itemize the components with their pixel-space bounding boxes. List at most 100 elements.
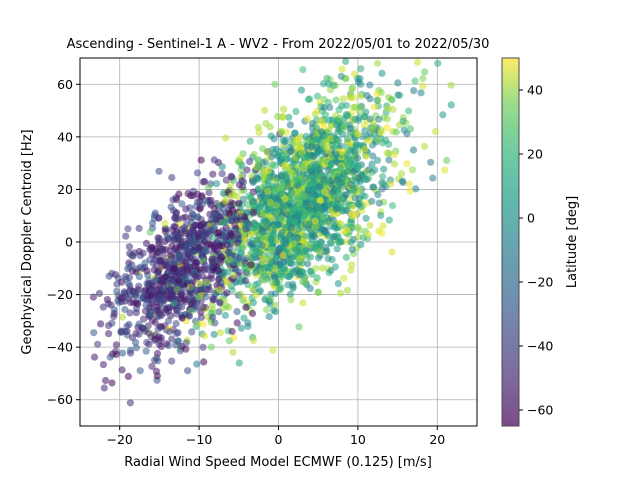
scatter-point <box>308 137 316 145</box>
scatter-point <box>121 305 129 314</box>
scatter-point <box>406 187 414 195</box>
scatter-point <box>354 223 362 231</box>
scatter-point <box>122 232 130 240</box>
scatter-point <box>256 248 264 257</box>
scatter-point <box>154 234 162 242</box>
scatter-point <box>164 304 172 312</box>
scatter-point <box>244 219 252 227</box>
scatter-point <box>191 272 200 280</box>
scatter-point <box>324 166 332 174</box>
scatter-point <box>405 180 413 188</box>
scatter-point <box>233 308 241 316</box>
scatter-point <box>99 303 107 311</box>
scatter-point <box>252 291 260 299</box>
scatter-point <box>188 328 196 336</box>
scatter-point <box>313 239 321 247</box>
scatter-point <box>211 319 219 327</box>
scatter-point <box>357 241 365 249</box>
scatter-point <box>135 273 143 281</box>
scatter-point <box>378 229 386 237</box>
colorbar: −60 −40 −20 0 20 40 Latitude [deg] <box>501 57 580 427</box>
scatter-point <box>370 103 378 111</box>
scatter-point <box>207 201 215 209</box>
scatter-point <box>349 167 357 176</box>
scatter-point <box>170 223 178 231</box>
scatter-point <box>198 272 207 280</box>
scatter-point <box>247 261 255 269</box>
scatter-point <box>241 235 249 243</box>
scatter-point <box>279 112 287 120</box>
scatter-point <box>262 306 271 314</box>
scatter-point <box>172 329 181 337</box>
scatter-point <box>362 152 370 160</box>
scatter-point <box>135 224 143 232</box>
scatter-point <box>295 211 303 219</box>
scatter-point <box>221 134 230 142</box>
scatter-point <box>378 185 386 193</box>
scatter-point <box>392 128 400 136</box>
scatter-point <box>237 290 245 298</box>
scatter-point <box>292 107 300 116</box>
y-axis-label: Geophysical Doppler Centroid [Hz] <box>20 129 35 354</box>
scatter-point <box>405 107 413 115</box>
scatter-point <box>142 301 150 309</box>
scatter-point <box>165 328 174 336</box>
scatter-point <box>196 265 204 273</box>
scatter-point <box>193 169 202 177</box>
scatter-point <box>431 127 439 136</box>
scatter-point <box>314 135 322 144</box>
scatter-point <box>156 293 164 301</box>
scatter-point <box>314 254 323 262</box>
scatter-point <box>178 200 186 208</box>
scatter-point <box>235 199 243 207</box>
scatter-point <box>124 225 132 233</box>
scatter-point <box>89 293 97 301</box>
scatter-point <box>185 312 194 320</box>
scatter-point <box>182 213 190 221</box>
scatter-point <box>385 216 393 224</box>
scatter-point <box>409 146 418 154</box>
scatter-point <box>399 178 407 187</box>
scatter-point <box>222 302 230 310</box>
scatter-point <box>291 246 299 254</box>
colorbar-label: Latitude [deg] <box>565 196 580 288</box>
scatter-point <box>213 229 221 237</box>
scatter-point <box>280 105 288 113</box>
scatter-point <box>317 117 325 125</box>
scatter-point <box>289 170 297 178</box>
scatter-point <box>188 299 196 307</box>
scatter-point <box>200 228 208 236</box>
scatter-point <box>374 59 382 67</box>
scatter-point <box>270 162 279 170</box>
scatter-point <box>248 249 256 257</box>
scatter-point <box>443 156 451 165</box>
scatter-point <box>307 253 315 261</box>
scatter-point <box>306 267 314 275</box>
scatter-point <box>299 66 307 74</box>
scatter-point <box>112 341 120 349</box>
scatter-point <box>182 345 190 353</box>
scatter-point <box>241 277 250 285</box>
scatter-point <box>322 248 330 256</box>
scatter-point <box>352 210 360 218</box>
scatter-point <box>319 132 327 140</box>
scatter-point <box>268 153 276 161</box>
scatter-point <box>385 156 393 164</box>
colorbar-gradient <box>501 57 520 427</box>
scatter-point <box>379 139 387 147</box>
y-tick-label: 20 <box>57 182 73 197</box>
scatter-point <box>377 126 385 134</box>
scatter-point <box>355 78 363 86</box>
scatter-point <box>147 309 155 317</box>
scatter-point <box>199 304 207 312</box>
scatter-point <box>268 246 276 254</box>
scatter-point <box>279 258 287 266</box>
scatter-point <box>261 222 270 230</box>
x-tick-label: −20 <box>107 432 133 447</box>
scatter-point <box>250 150 258 159</box>
scatter-point <box>286 148 294 156</box>
scatter-point <box>250 219 258 227</box>
scatter-point <box>202 293 210 301</box>
scatter-point <box>90 353 99 361</box>
